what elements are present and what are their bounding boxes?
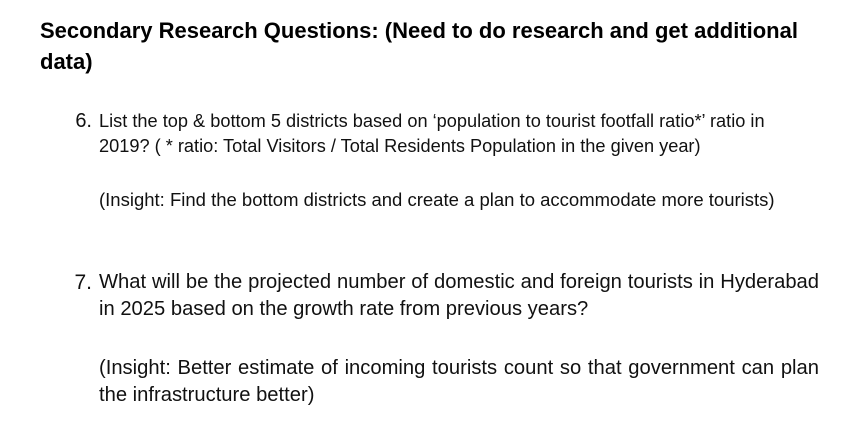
question-insight: (Insight: Better estimate of incoming to…: [99, 357, 819, 406]
question-insight: (Insight: Find the bottom districts and …: [99, 189, 775, 210]
question-number: 7.: [74, 271, 92, 294]
section-heading: Secondary Research Questions: (Need to d…: [40, 18, 798, 74]
question-body: List the top & bottom 5 districts based …: [99, 109, 819, 213]
question-text: What will be the projected number of dom…: [99, 271, 819, 320]
question-number: 6.: [75, 110, 92, 132]
question-text: List the top & bottom 5 districts based …: [99, 111, 765, 156]
question-body: What will be the projected number of dom…: [99, 269, 819, 409]
